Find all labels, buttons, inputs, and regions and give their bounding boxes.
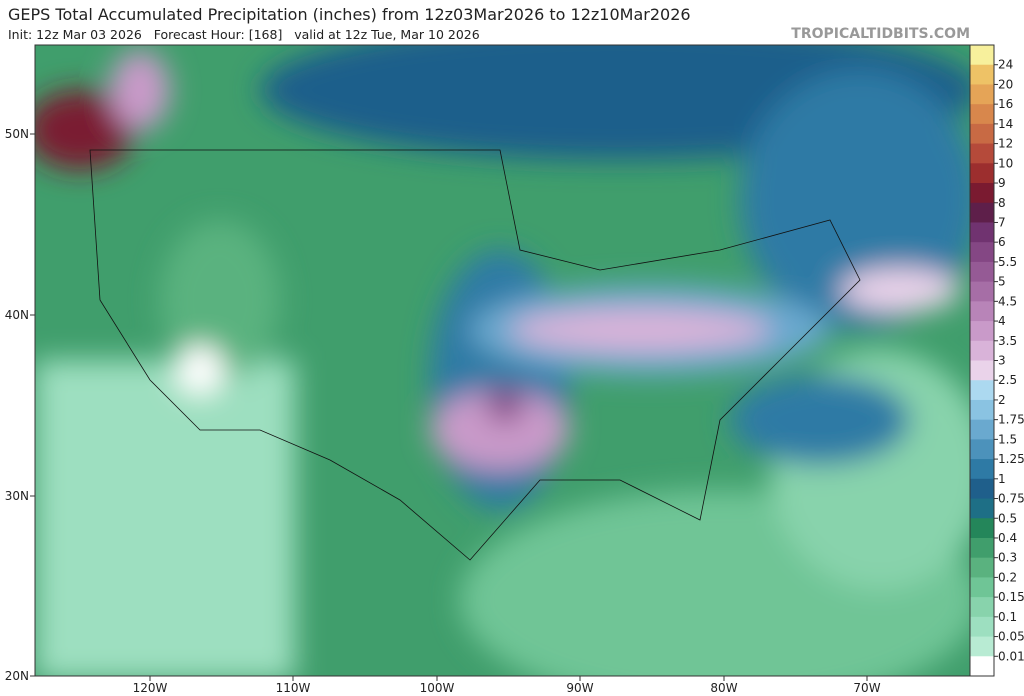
colorbar-bin — [970, 64, 994, 85]
colorbar-label: 7 — [998, 215, 1006, 229]
colorbar-bin — [970, 163, 994, 184]
colorbar-label: 1 — [998, 472, 1006, 486]
colorbar-bin — [970, 242, 994, 263]
colorbar-bin — [970, 577, 994, 598]
colorbar-bin — [970, 518, 994, 539]
colorbar-label: 9 — [998, 176, 1006, 190]
colorbar-bin — [970, 656, 994, 677]
colorbar-label: 4.5 — [998, 294, 1017, 308]
colorbar-label: 3 — [998, 354, 1006, 368]
lon-label: 110W — [276, 681, 311, 695]
colorbar-bin — [970, 459, 994, 480]
lat-label: 40N — [5, 308, 29, 322]
colorbar-label: 0.3 — [998, 551, 1017, 565]
colorbar-label: 1.25 — [998, 452, 1024, 466]
precip-field — [35, 45, 970, 676]
colorbar-label: 8 — [998, 196, 1006, 210]
lat-label: 30N — [5, 489, 29, 503]
colorbar-label: 0.15 — [998, 590, 1024, 604]
colorbar-bin — [970, 498, 994, 519]
colorbar-label: 14 — [998, 117, 1013, 131]
lat-label: 50N — [5, 127, 29, 141]
colorbar-bin — [970, 557, 994, 578]
map-axes: 50N 40N 30N 20N 120W 110W 100W 90W 80W 70W — [5, 127, 881, 695]
colorbar-bin — [970, 183, 994, 204]
colorbar-label: 3.5 — [998, 334, 1017, 348]
colorbar-bin — [970, 419, 994, 440]
colorbar-bin — [970, 597, 994, 618]
colorbar-bin — [970, 104, 994, 125]
colorbar-bin — [970, 45, 994, 66]
lon-label: 120W — [133, 681, 168, 695]
colorbar-bin — [970, 84, 994, 105]
colorbar-label: 16 — [998, 97, 1013, 111]
colorbar-bin — [970, 281, 994, 302]
colorbar-label: 0.5 — [998, 511, 1017, 525]
colorbar-bin — [970, 380, 994, 401]
colorbar-bin — [970, 636, 994, 657]
subtitle: Init: 12z Mar 03 2026 Forecast Hour: [16… — [8, 27, 480, 42]
lat-label: 20N — [5, 669, 29, 683]
colorbar-bin — [970, 143, 994, 164]
colorbar-label: 4 — [998, 314, 1006, 328]
colorbar-label: 2.5 — [998, 373, 1017, 387]
colorbar-label: 5.5 — [998, 255, 1017, 269]
colorbar-label: 5 — [998, 275, 1006, 289]
colorbar-label: 0.2 — [998, 570, 1017, 584]
colorbar-bin — [970, 301, 994, 322]
colorbar-bin — [970, 123, 994, 145]
colorbar-bin — [970, 321, 994, 342]
title: GEPS Total Accumulated Precipitation (in… — [8, 5, 691, 24]
colorbar-bin — [970, 616, 994, 638]
colorbar-bin — [970, 537, 994, 559]
colorbar-label: 0.4 — [998, 531, 1017, 545]
colorbar-bin — [970, 399, 994, 421]
colorbar-label: 0.01 — [998, 649, 1024, 663]
colorbar-bin — [970, 340, 994, 361]
lon-label: 70W — [853, 681, 880, 695]
lon-label: 80W — [710, 681, 737, 695]
colorbar-label: 24 — [998, 58, 1013, 72]
colorbar-bin — [970, 222, 994, 243]
colorbar-label: 20 — [998, 77, 1013, 91]
colorbar-label: 2 — [998, 393, 1006, 407]
colorbar-label: 12 — [998, 137, 1013, 151]
colorbar-bin — [970, 261, 994, 283]
colorbar-label: 0.05 — [998, 630, 1024, 644]
site-credit: TROPICALTIDBITS.COM — [791, 26, 970, 42]
colorbar-label: 6 — [998, 235, 1006, 249]
colorbar: 24 20 16 14 12 10 9 8 7 6 5.5 5 4.5 4 3.5 3 2.5 2 1.75 1.5 1… — [969, 44, 1024, 677]
colorbar-bin — [970, 439, 994, 460]
colorbar-bin — [970, 202, 994, 223]
coastline — [89, 149, 861, 561]
lon-label: 100W — [420, 681, 455, 695]
colorbar-bin — [970, 360, 994, 381]
lon-label: 90W — [566, 681, 593, 695]
colorbar-bin — [970, 478, 994, 500]
colorbar-label: 0.75 — [998, 492, 1024, 506]
colorbar-label: 0.1 — [998, 610, 1017, 624]
colorbar-label: 1.5 — [998, 432, 1017, 446]
colorbar-label: 10 — [998, 156, 1013, 170]
colorbar-label: 1.75 — [998, 413, 1024, 427]
